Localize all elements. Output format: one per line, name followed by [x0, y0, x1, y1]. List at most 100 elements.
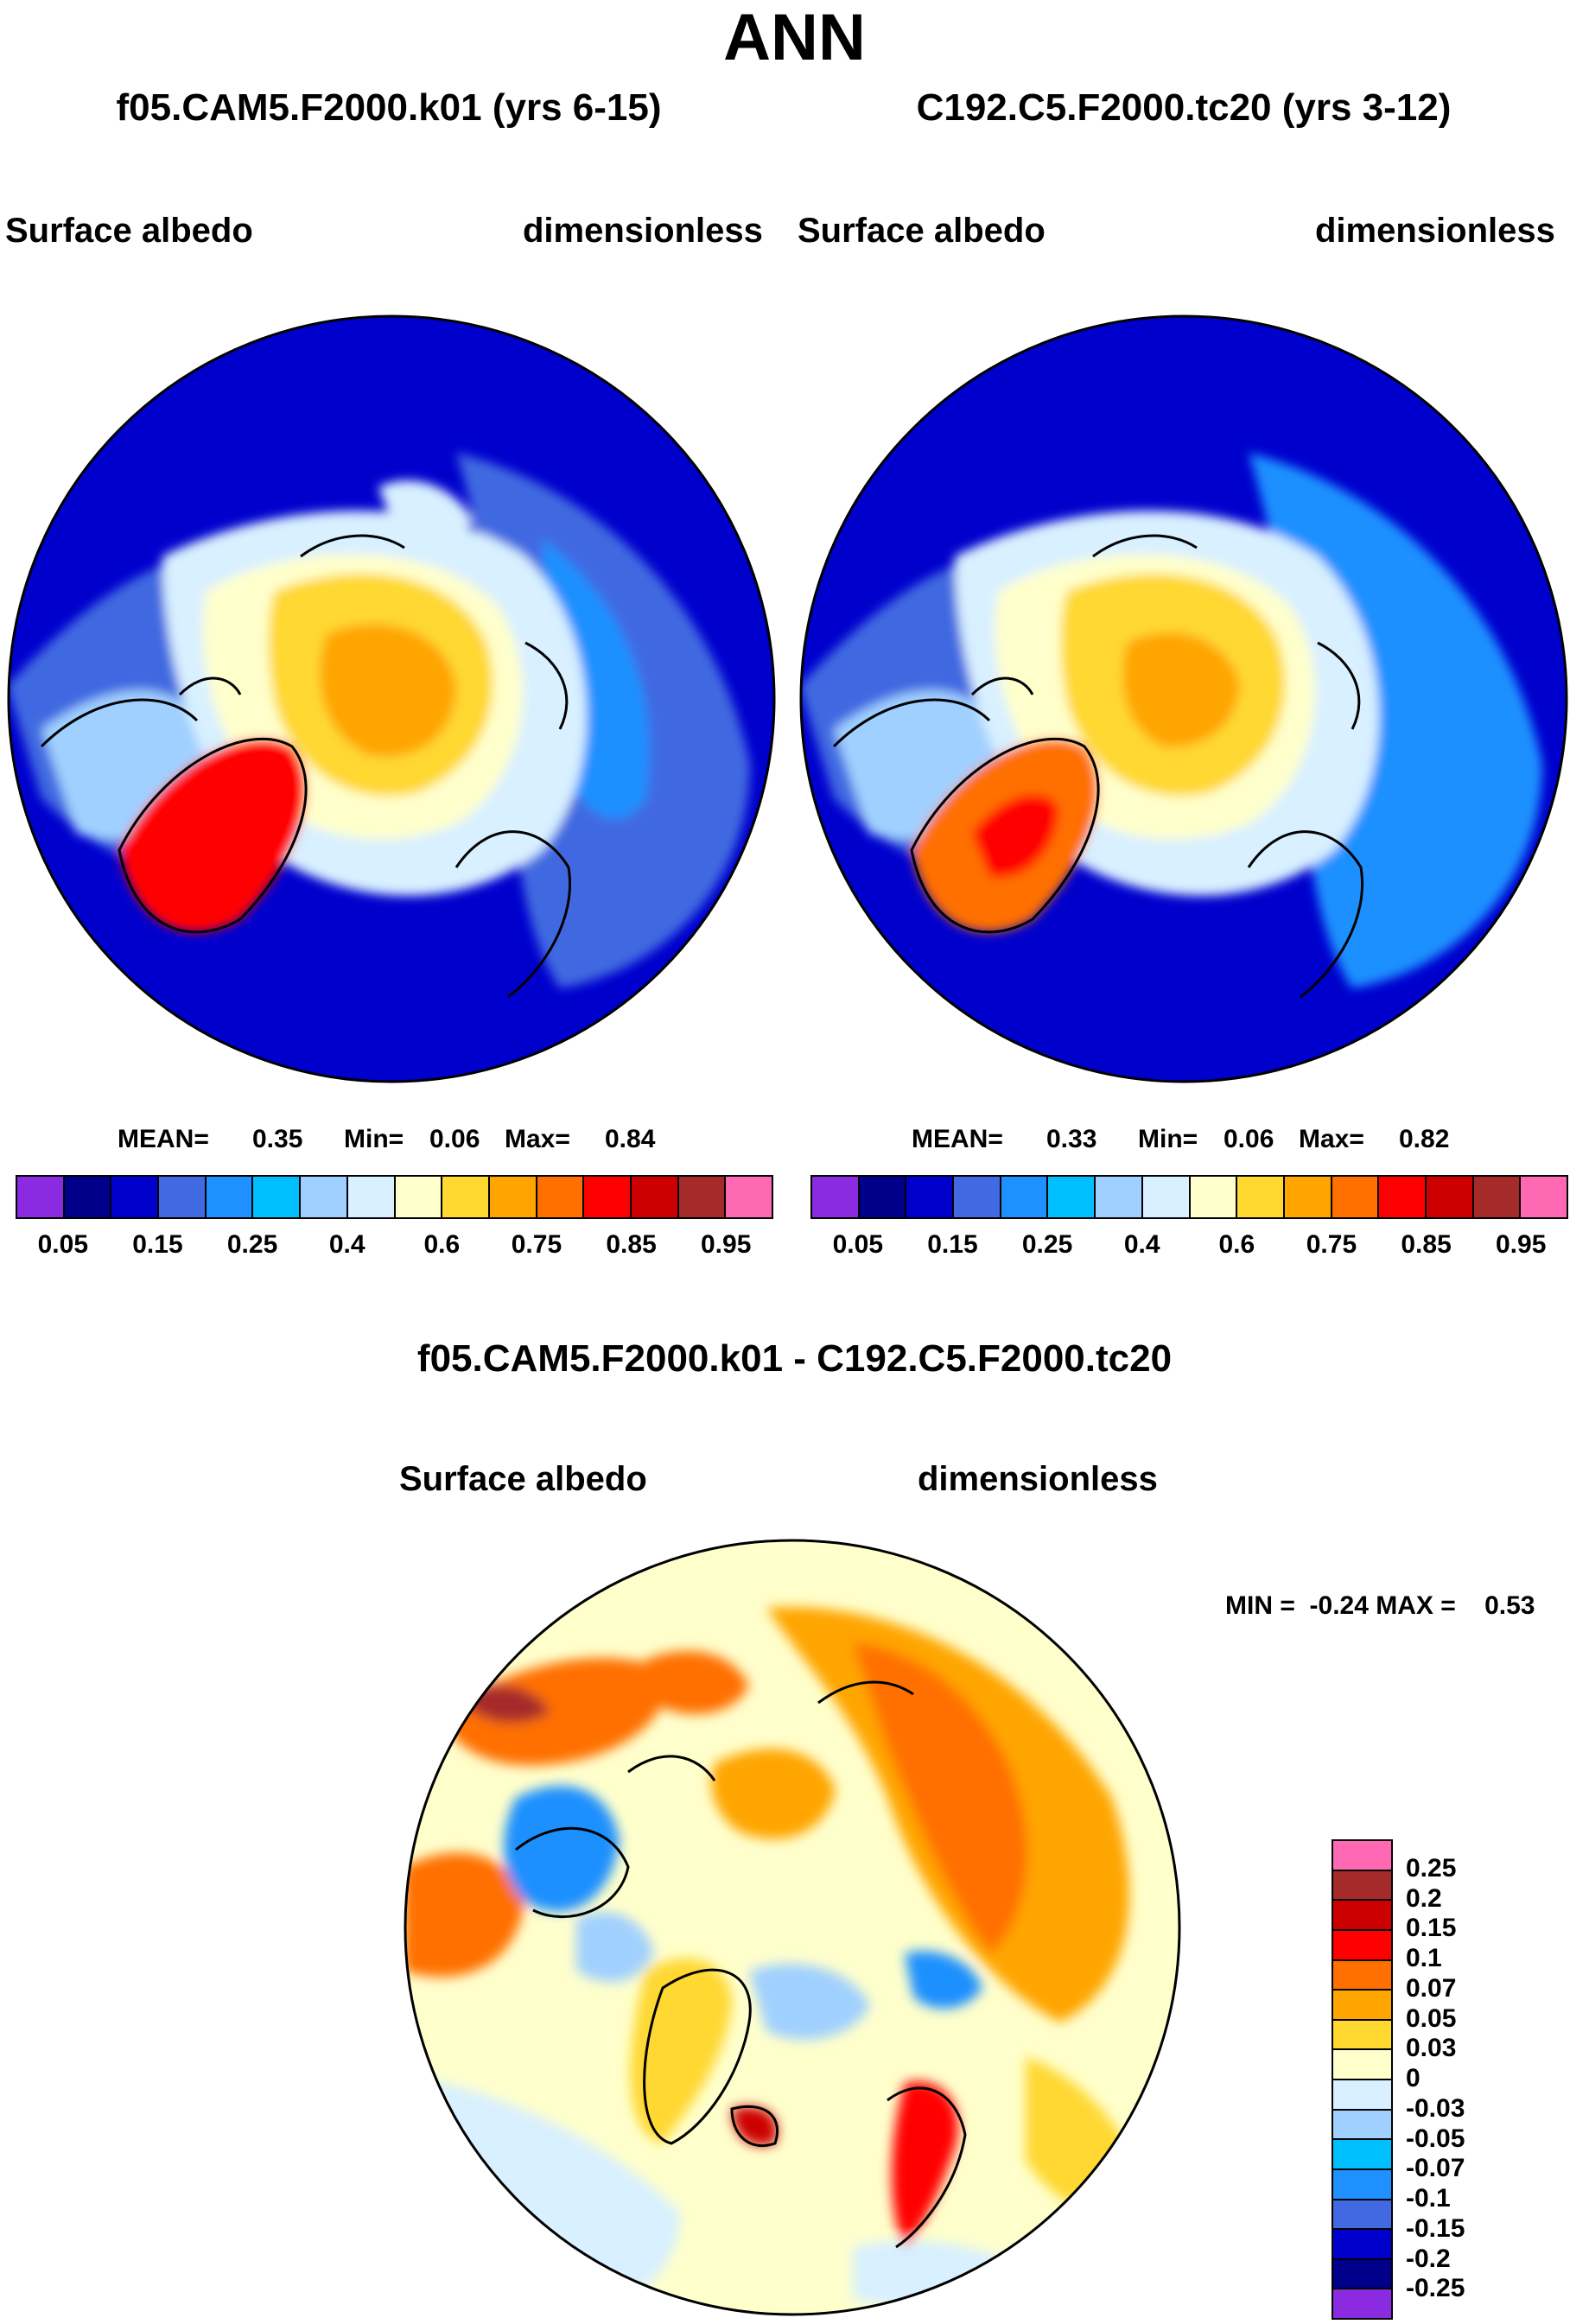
figure-title: ANN [723, 1, 866, 74]
panel1-min-value: 0.06 [429, 1125, 480, 1153]
diff-colorbar-swatch [1333, 2169, 1391, 2200]
panel1-colorbar-swatch [442, 1177, 490, 1217]
diff-colorbar-tick-label: -0.07 [1406, 2154, 1465, 2183]
panel2-colorbar-swatch [1379, 1177, 1427, 1217]
panel1-colorbar-swatch [726, 1177, 772, 1217]
panel1-colorbar-tick-label: 0.4 [328, 1230, 365, 1259]
panel2-colorbar-swatch [812, 1177, 860, 1217]
panel2-min-value: 0.06 [1224, 1125, 1274, 1153]
panel1-colorbar-tick-label: 0.85 [606, 1230, 657, 1259]
diff-colorbar-tick-label: -0.2 [1406, 2244, 1451, 2273]
panel2-map [799, 314, 1568, 1083]
diff-title: f05.CAM5.F2000.k01 - C192.C5.F2000.tc20 [416, 1337, 1173, 1380]
panel2-colorbar-tick-label: 0.15 [927, 1230, 978, 1259]
diff-colorbar-swatch [1333, 2110, 1391, 2141]
panel2-mean-label: MEAN= [912, 1125, 1003, 1153]
panel2-colorbar-swatch [1142, 1177, 1191, 1217]
diff-colorbar-tick-label: 0.1 [1406, 1944, 1442, 1972]
diff-colorbar-swatch [1333, 2200, 1391, 2231]
panel2-colorbar-swatch [1332, 1177, 1380, 1217]
panel1-max-value: 0.84 [605, 1125, 656, 1153]
panel1-colorbar-swatch [17, 1177, 65, 1217]
panel1-colorbar-swatch [631, 1177, 679, 1217]
panel2-colorbar-tick-label: 0.95 [1495, 1230, 1547, 1259]
diff-colorbar-tick-label: 0.15 [1406, 1914, 1457, 1943]
diff-colorbar-tick-label: 0 [1406, 2064, 1421, 2092]
panel1-map [7, 314, 776, 1083]
diff-colorbar-swatch [1333, 1930, 1391, 1961]
panel1-colorbar-swatch [111, 1177, 160, 1217]
panel2-colorbar-swatch [1001, 1177, 1049, 1217]
diff-colorbar [1332, 1839, 1393, 2320]
diff-colorbar-tick-label: 0.05 [1406, 2003, 1457, 2033]
panel1-variable: Surface albedo [5, 212, 253, 250]
panel2-colorbar-tick-label: 0.25 [1021, 1230, 1073, 1259]
panel1-colorbar-tick-label: 0.95 [700, 1230, 752, 1259]
panel2-colorbar-swatch [1521, 1177, 1567, 1217]
diff-colorbar-swatch [1333, 2080, 1391, 2111]
diff-colorbar-swatch [1333, 1901, 1391, 1931]
panel2-colorbar-swatch [1426, 1177, 1474, 1217]
diff-colorbar-swatch [1333, 1870, 1391, 1902]
diff-variable: Surface albedo [399, 1460, 647, 1498]
panel2-min-label: Min= [1138, 1125, 1198, 1153]
panel1-colorbar-swatch [489, 1177, 537, 1217]
panel2-colorbar-swatch [1284, 1177, 1332, 1217]
diff-colorbar-tick-label: 0.2 [1406, 1883, 1442, 1913]
panel2-colorbar-swatch [906, 1177, 955, 1217]
diff-colorbar-swatch [1333, 2050, 1391, 2080]
panel2-case-title: C192.C5.F2000.tc20 (yrs 3-12) [916, 86, 1452, 129]
diff-colorbar-tick-label: -0.05 [1406, 2124, 1465, 2153]
panel2-colorbar-swatch [859, 1177, 907, 1217]
diff-map [404, 1539, 1181, 2316]
panel2-mean-value: 0.33 [1046, 1125, 1097, 1153]
panel1-mean-value: 0.35 [252, 1125, 303, 1153]
diff-units: dimensionless [918, 1460, 1158, 1498]
diff-colorbar-tick-label: -0.1 [1406, 2184, 1451, 2213]
panel1-colorbar-swatch [64, 1177, 112, 1217]
panel1-min-label: Min= [344, 1125, 404, 1153]
panel2-colorbar-tick-label: 0.4 [1123, 1230, 1160, 1259]
panel1-colorbar-tick-label: 0.15 [132, 1230, 183, 1259]
panel1-colorbar-tick-label: 0.05 [37, 1230, 88, 1259]
panel2-colorbar-swatch [954, 1177, 1001, 1217]
diff-colorbar-swatch [1333, 2259, 1391, 2290]
panel1-colorbar-tick-label: 0.75 [511, 1230, 563, 1259]
panel2-colorbar-tick-label: 0.6 [1218, 1230, 1255, 1259]
diff-colorbar-swatch [1333, 2140, 1391, 2170]
panel2-variable: Surface albedo [798, 212, 1046, 250]
panel1-colorbar-swatch [159, 1177, 207, 1217]
panel2-colorbar-swatch [1473, 1177, 1522, 1217]
diff-colorbar-tick-label: 0.25 [1406, 1853, 1457, 1883]
diff-colorbar-swatch [1333, 1991, 1391, 2021]
panel2-colorbar-tick-label: 0.05 [832, 1230, 883, 1259]
panel1-colorbar-swatch [347, 1177, 396, 1217]
diff-colorbar-tick-label: -0.25 [1406, 2274, 1465, 2303]
panel2-colorbar-tick-label: 0.75 [1306, 1230, 1357, 1259]
panel1-colorbar-swatch [301, 1177, 348, 1217]
panel2-colorbar [810, 1175, 1568, 1219]
panel1-colorbar-swatch [206, 1177, 254, 1217]
diff-colorbar-tick-label: -0.03 [1406, 2093, 1465, 2123]
panel1-colorbar-swatch [395, 1177, 443, 1217]
panel2-colorbar-swatch [1237, 1177, 1285, 1217]
panel1-colorbar [16, 1175, 773, 1219]
panel2-max-label: Max= [1299, 1125, 1364, 1153]
diff-min-max: MIN = -0.24 MAX = 0.53 [1225, 1591, 1535, 1620]
diff-colorbar-swatch [1333, 2020, 1391, 2051]
panel1-colorbar-tick-label: 0.25 [226, 1230, 278, 1259]
panel2-colorbar-swatch [1048, 1177, 1096, 1217]
panel1-colorbar-tick-label: 0.6 [423, 1230, 461, 1259]
panel1-colorbar-swatch [253, 1177, 302, 1217]
panel2-colorbar-tick-label: 0.85 [1401, 1230, 1452, 1259]
panel1-units: dimensionless [523, 212, 763, 250]
diff-colorbar-swatch [1333, 2230, 1391, 2260]
diff-colorbar-swatch [1333, 1960, 1391, 1991]
diff-colorbar-tick-label: 0.03 [1406, 2034, 1457, 2063]
panel1-colorbar-swatch [584, 1177, 632, 1217]
diff-colorbar-swatch [1333, 2289, 1391, 2318]
panel1-mean-label: MEAN= [118, 1125, 209, 1153]
diff-colorbar-tick-label: 0.07 [1406, 1973, 1457, 2003]
panel2-units: dimensionless [1315, 212, 1555, 250]
panel1-colorbar-swatch [537, 1177, 585, 1217]
